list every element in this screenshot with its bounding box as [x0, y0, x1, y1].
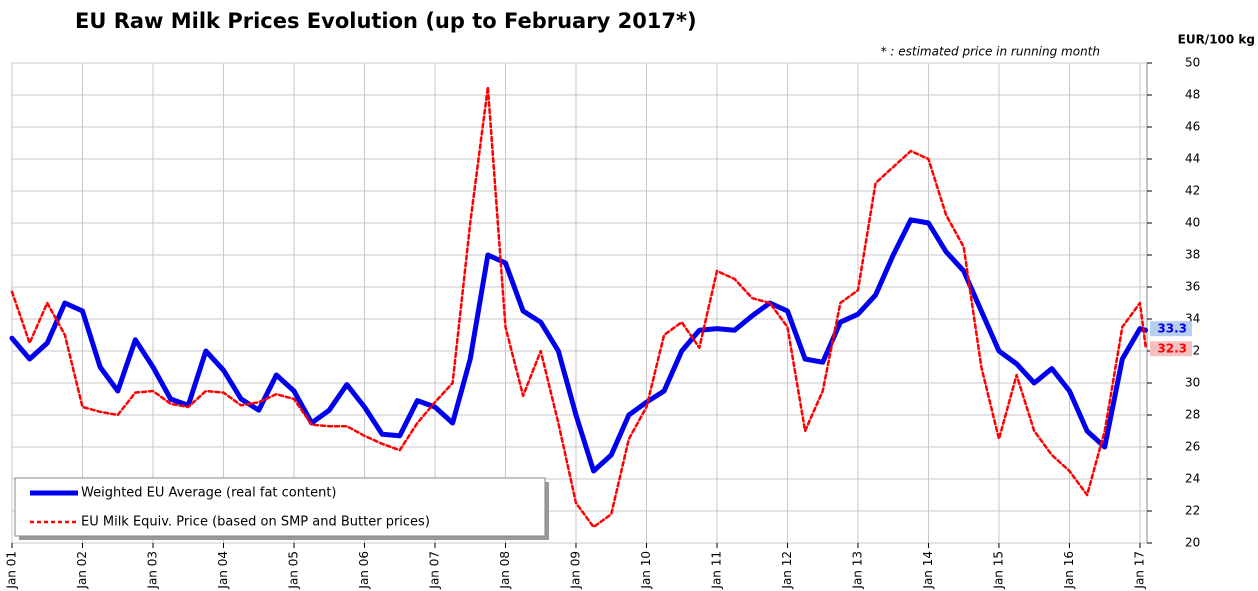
- end-label: 32.3: [1157, 342, 1187, 356]
- end-label-bg: [1150, 341, 1192, 357]
- y-tick-label: 24: [1185, 472, 1200, 486]
- x-tick-label: Jan 05: [286, 551, 300, 590]
- x-tick-label: Jan 12: [780, 551, 794, 590]
- y-tick-label: 36: [1185, 280, 1200, 294]
- end-label: 33.3: [1157, 322, 1187, 336]
- x-tick-label: Jan 08: [498, 551, 512, 590]
- y-tick-label: 38: [1185, 248, 1200, 262]
- y-tick-label: 26: [1185, 440, 1200, 454]
- x-tick-label: Jan 14: [921, 551, 935, 590]
- x-tick-label: Jan 13: [850, 551, 864, 590]
- y-tick-label: 30: [1185, 376, 1200, 390]
- end-label-bg: [1150, 321, 1192, 337]
- x-tick-label: Jan 09: [568, 551, 582, 590]
- x-tick-label: Jan 07: [427, 551, 441, 590]
- y-tick-label: 44: [1185, 152, 1200, 166]
- x-tick-label: Jan 10: [639, 551, 653, 590]
- x-tick-label: Jan 15: [991, 551, 1005, 590]
- y-tick-label: 22: [1185, 504, 1200, 518]
- x-tick-label: Jan 04: [216, 551, 230, 590]
- plot-area: [11, 62, 1148, 544]
- x-tick-label: Jan 17: [1132, 551, 1146, 590]
- x-tick-label: Jan 01: [5, 551, 19, 590]
- legend-label: Weighted EU Average (real fat content): [81, 486, 337, 501]
- y-tick-label: 42: [1185, 184, 1200, 198]
- y-tick-label: 48: [1185, 88, 1200, 102]
- x-tick-label: Jan 11: [709, 551, 723, 590]
- x-tick-label: Jan 16: [1062, 551, 1076, 590]
- series-line: [10, 85, 1147, 529]
- annotation: * : estimated price in running month: [881, 45, 1100, 59]
- y-tick-label: 40: [1185, 216, 1200, 230]
- y-axis-label: EUR/100 kg: [1178, 33, 1255, 47]
- y-tick-label: 50: [1185, 56, 1200, 70]
- x-tick-label: Jan 02: [75, 551, 89, 590]
- legend-label: EU Milk Equiv. Price (based on SMP and B…: [81, 515, 430, 530]
- x-tick-label: Jan 03: [145, 551, 159, 590]
- chart-title: EU Raw Milk Prices Evolution (up to Febr…: [75, 9, 697, 33]
- x-tick-label: Jan 06: [357, 551, 371, 590]
- y-tick-label: 28: [1185, 408, 1200, 422]
- y-tick-label: 20: [1185, 536, 1200, 550]
- series-line: [9, 217, 1149, 474]
- y-tick-label: 46: [1185, 120, 1200, 134]
- legend: [14, 477, 546, 537]
